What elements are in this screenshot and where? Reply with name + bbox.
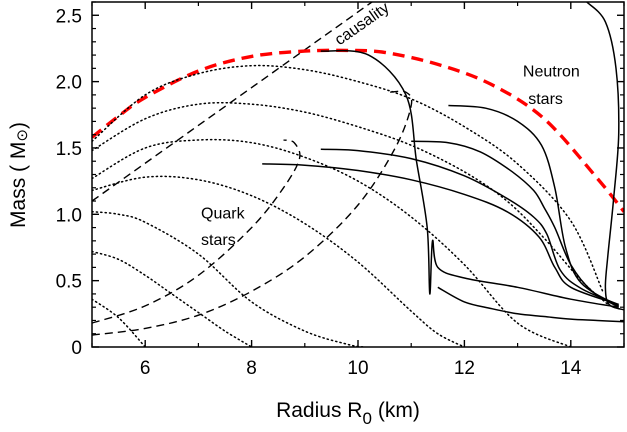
series-dotted-1 [92, 64, 604, 293]
ticks-layer: 6 8 10 12 14 0 0.5 1.0 1.5 2.0 2.5 [56, 1, 625, 379]
x-axis-label: Radius R0 (km) [276, 399, 420, 428]
x-tick-label: 6 [140, 358, 151, 379]
series-neutron-5 [448, 104, 620, 307]
y-tick-label: 2.0 [56, 73, 82, 94]
x-tick-label: 14 [560, 358, 582, 379]
series-dotted-6 [92, 250, 253, 347]
y-tick-label: 2.5 [56, 6, 82, 27]
x-tick-label: 12 [454, 358, 475, 379]
series-neutron-2 [262, 163, 619, 306]
x-axis-label-text: Radius R [276, 399, 362, 422]
series-neutron-4 [411, 140, 620, 308]
y-tick-label: 0 [71, 338, 82, 359]
series-dotted-7 [92, 298, 146, 347]
series-causality-line [92, 2, 374, 202]
y-tick-label: 1.5 [56, 139, 82, 160]
series-layer [92, 2, 624, 347]
y-tick-label: 1.0 [56, 205, 82, 226]
y-tick-label: 0.5 [56, 272, 82, 293]
series-neutron-3 [320, 148, 619, 306]
series-dotted-2 [92, 101, 609, 306]
y-axis-label-sun-symbol: ⊙ [14, 129, 31, 142]
annotation-quark: Quark [201, 205, 246, 222]
plot-frame [91, 1, 625, 348]
series-neutron-6 [586, 2, 624, 311]
annotation-neutron: Neutron [523, 63, 580, 80]
annotation-stars: stars [528, 91, 563, 108]
series-neutron-7 [437, 286, 624, 323]
series-quark-dashed-2 [92, 90, 413, 336]
x-tick-label: 8 [246, 358, 257, 379]
annotation-stars: stars [201, 232, 236, 249]
series-dotted-3 [92, 138, 572, 347]
y-axis-label: Mass ( M⊙) [7, 122, 31, 228]
y-axis-label-close: ) [7, 122, 30, 129]
series-neutron-1 [320, 49, 619, 308]
x-axis-label-unit: (km) [378, 399, 420, 422]
x-axis-label-subscript: 0 [362, 409, 371, 428]
y-axis-label-text: Mass ( M [7, 142, 30, 228]
x-tick-label: 10 [347, 358, 368, 379]
series-dotted-5 [92, 210, 365, 347]
series-dotted-4 [92, 175, 466, 347]
series-quark-dashed-1 [92, 139, 301, 324]
